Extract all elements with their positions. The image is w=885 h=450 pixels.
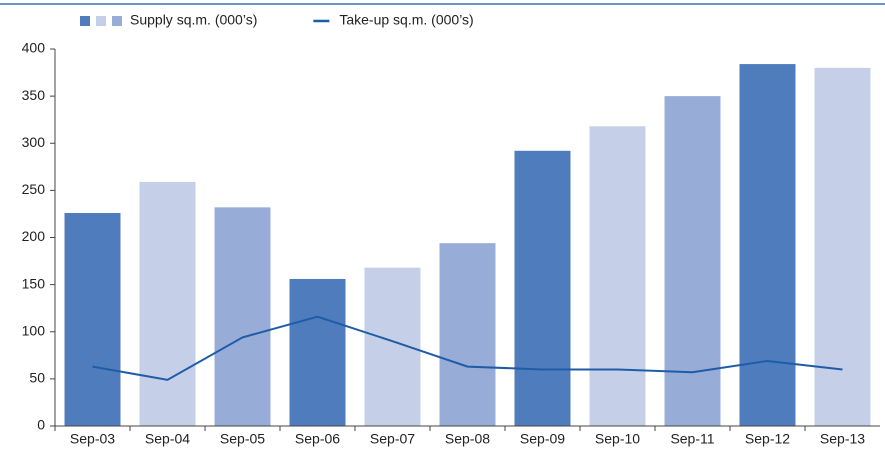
- bar: [664, 96, 721, 426]
- x-tick-label: Sep-03: [70, 431, 115, 447]
- y-tick-label: 300: [22, 134, 46, 150]
- bar: [514, 150, 571, 427]
- x-tick-label: Sep-04: [145, 431, 190, 447]
- bar: [814, 67, 871, 426]
- y-tick-label: 100: [22, 322, 46, 338]
- line: [92, 315, 843, 381]
- y-tick-label: 250: [22, 181, 46, 197]
- y-tick-label: 400: [22, 40, 46, 56]
- legend-swatch: [112, 16, 122, 26]
- y-tick-label: 350: [22, 87, 46, 103]
- y-tick-label: 0: [37, 417, 45, 433]
- x-tick-label: Sep-12: [745, 431, 790, 447]
- bar: [589, 126, 646, 426]
- bar: [64, 212, 121, 426]
- legend-swatch: [96, 16, 106, 26]
- bar: [289, 278, 346, 426]
- bar: [139, 181, 196, 426]
- x-tick-label: Sep-10: [595, 431, 640, 447]
- x-tick-label: Sep-09: [520, 431, 565, 447]
- legend-swatch: [80, 16, 90, 26]
- x-tick-label: Sep-08: [445, 431, 490, 447]
- legend-label: Supply sq.m. (000’s): [130, 12, 257, 28]
- y-tick-label: 200: [22, 228, 46, 244]
- bar: [739, 64, 796, 426]
- x-tick-label: Sep-07: [370, 431, 415, 447]
- legend-label: Take-up sq.m. (000’s): [339, 12, 473, 28]
- x-tick-label: Sep-06: [295, 431, 340, 447]
- bar: [439, 243, 496, 426]
- x-tick-label: Sep-13: [820, 431, 865, 447]
- x-tick-label: Sep-11: [670, 431, 714, 447]
- x-tick-label: Sep-05: [220, 431, 265, 447]
- y-tick-label: 150: [22, 275, 46, 291]
- bar: [214, 207, 271, 426]
- y-tick-label: 50: [29, 370, 45, 386]
